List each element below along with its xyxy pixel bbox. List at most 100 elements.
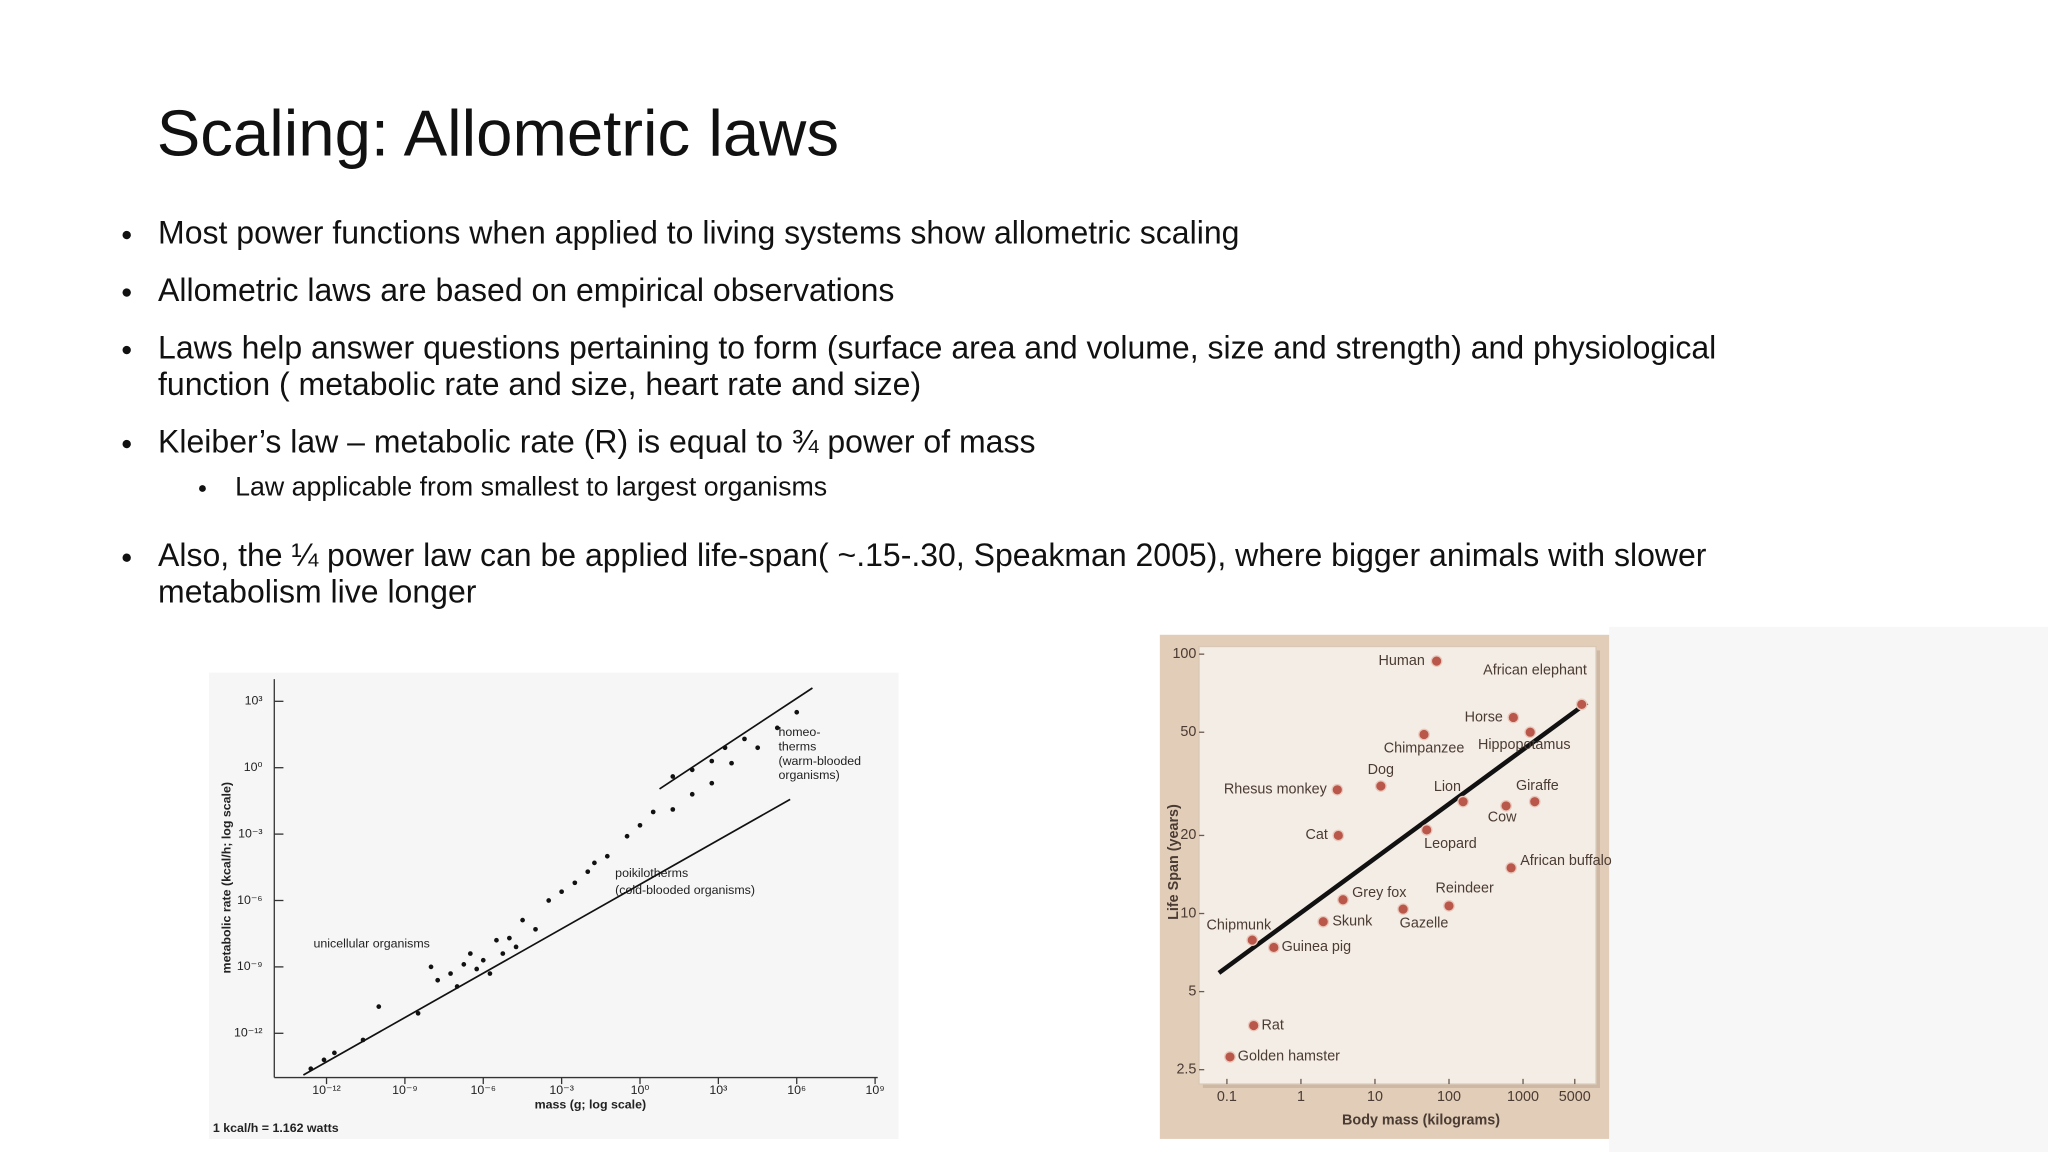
x-tick-label: 0.1 bbox=[1217, 1089, 1237, 1105]
data-point bbox=[794, 709, 800, 715]
y-tick-label: 5 bbox=[1188, 983, 1196, 999]
annotation: poikilotherms bbox=[615, 866, 688, 880]
data-point bbox=[507, 935, 512, 941]
data-point bbox=[376, 1004, 382, 1009]
bullet-dot bbox=[122, 230, 131, 240]
data-point bbox=[500, 951, 506, 956]
bullet-text: Kleiber’s law – metabolic rate (R) is eq… bbox=[158, 424, 1035, 460]
data-point bbox=[1443, 900, 1455, 912]
y-tick-label: 10 bbox=[1180, 905, 1196, 921]
data-point bbox=[308, 1066, 314, 1072]
data-point bbox=[670, 774, 676, 779]
data-point bbox=[559, 889, 564, 895]
point-label: African buffalo bbox=[1520, 853, 1612, 869]
data-point bbox=[1500, 800, 1512, 812]
data-point bbox=[742, 736, 747, 742]
data-point bbox=[689, 791, 695, 797]
data-point bbox=[448, 971, 453, 976]
data-point bbox=[709, 780, 715, 786]
y-tick-label: 100 bbox=[1172, 646, 1196, 662]
data-point bbox=[624, 833, 630, 839]
point-label: Lion bbox=[1434, 779, 1461, 795]
data-point bbox=[360, 1037, 366, 1043]
x-tick-label: 10⁻³ bbox=[549, 1083, 573, 1097]
bullet-text: Allometric laws are based on empirical o… bbox=[158, 272, 894, 308]
point-label: Cow bbox=[1488, 809, 1517, 825]
figure-2-plot-area bbox=[1198, 645, 1597, 1085]
data-point bbox=[487, 971, 493, 976]
data-point bbox=[585, 869, 591, 875]
point-label: Giraffe bbox=[1516, 778, 1559, 794]
data-point bbox=[435, 977, 441, 983]
data-point bbox=[1331, 783, 1344, 796]
data-point bbox=[729, 760, 734, 766]
data-point bbox=[1528, 795, 1541, 808]
y-tick-label: 2.5 bbox=[1176, 1061, 1196, 1077]
data-point bbox=[637, 822, 643, 828]
bullet-dot bbox=[122, 345, 131, 355]
fit-line bbox=[1217, 700, 1589, 975]
annotation: homeo- bbox=[778, 725, 820, 739]
bullet-text: Most power functions when applied to liv… bbox=[158, 215, 1239, 251]
data-point bbox=[520, 917, 525, 923]
x-tick-label: 1 bbox=[1297, 1089, 1305, 1105]
data-point bbox=[494, 937, 499, 943]
point-label: Human bbox=[1379, 653, 1425, 669]
x-axis-label: Body mass (kilograms) bbox=[1342, 1112, 1500, 1128]
footnote: 1 kcal/h = 1.162 watts bbox=[213, 1121, 339, 1135]
bullet-text: Also, the ¼ power law can be applied lif… bbox=[158, 537, 1707, 573]
data-point bbox=[650, 809, 656, 815]
x-tick-label: 10⁹ bbox=[866, 1083, 885, 1097]
data-point bbox=[572, 880, 578, 886]
data-point bbox=[1337, 893, 1349, 906]
fit-line bbox=[302, 798, 791, 1076]
point-label: Reindeer bbox=[1436, 881, 1494, 897]
x-tick-label: 10⁰ bbox=[631, 1083, 650, 1097]
annotation: therms bbox=[778, 739, 816, 753]
y-tick-label: 10³ bbox=[245, 694, 263, 708]
point-label: Rhesus monkey bbox=[1224, 782, 1328, 798]
data-point bbox=[461, 962, 467, 967]
data-point bbox=[467, 951, 473, 956]
x-tick-label: 10⁻¹² bbox=[312, 1083, 341, 1097]
point-label: Grey fox bbox=[1352, 885, 1407, 901]
annotation: (warm-blooded bbox=[778, 754, 861, 768]
data-point bbox=[1317, 915, 1330, 928]
point-label: Horse bbox=[1465, 709, 1503, 725]
data-point bbox=[689, 767, 695, 773]
y-axis-label: metabolic rate (kcal/h; log scale) bbox=[220, 782, 234, 973]
y-tick-label: 10⁻⁶ bbox=[237, 893, 262, 907]
data-point bbox=[546, 898, 552, 903]
y-tick-label: 20 bbox=[1180, 827, 1196, 843]
y-axis-label: Life Span (years) bbox=[1166, 804, 1182, 920]
data-point bbox=[480, 957, 486, 963]
point-label: Chipmunk bbox=[1207, 918, 1272, 934]
annotation: (cold-blooded organisms) bbox=[615, 883, 755, 897]
point-label: Cat bbox=[1306, 827, 1328, 843]
point-label: Hippopotamus bbox=[1478, 737, 1571, 753]
data-point bbox=[1332, 829, 1345, 842]
data-point bbox=[428, 964, 434, 970]
bullet-text: metabolism live longer bbox=[158, 574, 477, 610]
sub-bullet-text: Law applicable from smallest to largest … bbox=[235, 472, 827, 502]
data-point bbox=[1575, 698, 1588, 711]
data-point bbox=[1430, 655, 1443, 667]
point-label: Gazelle bbox=[1400, 915, 1449, 931]
bullet-dot bbox=[122, 553, 131, 562]
data-point bbox=[513, 944, 519, 950]
annotation: organisms) bbox=[778, 768, 839, 782]
data-point bbox=[1507, 711, 1520, 724]
x-tick-label: 1000 bbox=[1507, 1089, 1539, 1105]
data-point bbox=[592, 860, 597, 866]
data-point bbox=[670, 807, 676, 812]
data-point bbox=[722, 745, 728, 751]
point-label: Guinea pig bbox=[1282, 939, 1351, 955]
annotation: unicellular organisms bbox=[313, 937, 429, 951]
data-point bbox=[1505, 861, 1517, 874]
data-point bbox=[1246, 934, 1259, 946]
data-point bbox=[774, 725, 780, 731]
x-tick-label: 10 bbox=[1367, 1089, 1383, 1105]
point-label: Chimpanzee bbox=[1384, 741, 1465, 757]
